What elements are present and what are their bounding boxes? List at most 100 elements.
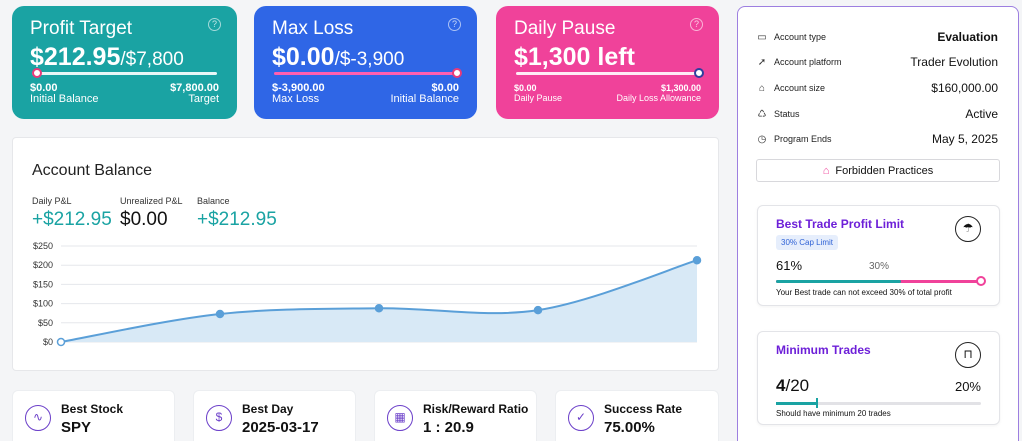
- y-tick-label: $50: [38, 318, 53, 328]
- pause-left-value: $0.00: [514, 83, 537, 93]
- profit-target-title: Profit Target: [30, 18, 133, 39]
- bank-icon: ⌂: [822, 164, 830, 177]
- unrealized-pnl-label: Unrealized P&L: [120, 196, 183, 206]
- calculator-icon: ▦: [387, 405, 413, 431]
- profit-left-value: $0.00: [30, 82, 58, 94]
- max-loss-amount: $0.00/$-3,900: [272, 43, 405, 71]
- max-loss-title: Max Loss: [272, 18, 354, 39]
- y-tick-label: $250: [33, 241, 53, 251]
- recycle-icon: ♺: [757, 108, 767, 120]
- best-trade-title: Best Trade Profit Limit: [776, 217, 905, 231]
- program-ends-value: May 5, 2025: [931, 132, 998, 146]
- min-trades-title: Minimum Trades: [776, 343, 871, 357]
- y-tick-label: $200: [33, 260, 53, 270]
- min-trades-count: 4/20: [776, 376, 810, 395]
- profit-target-card: Profit Target ? $212.95/$7,800 $0.00 Init…: [12, 6, 237, 119]
- min-trades-card: Minimum Trades ⊓ 4/20 20% Should have mi…: [757, 331, 1000, 425]
- success-rate-label: Success Rate: [604, 402, 683, 416]
- min-trades-track: [776, 398, 981, 408]
- loss-right-label: Initial Balance: [390, 93, 460, 105]
- loss-left-value: $-3,900.00: [272, 82, 325, 94]
- unrealized-pnl-value: $0.00: [120, 209, 168, 230]
- forbidden-practices-label: Forbidden Practices: [835, 164, 934, 177]
- account-platform-row: ➚ Account platform Trader Evolution: [756, 52, 998, 72]
- account-balance-heading: Account Balance: [32, 162, 153, 179]
- help-icon[interactable]: ?: [690, 18, 703, 31]
- balance-chart: $0 $50 $100 $150 $200 $250: [33, 241, 702, 347]
- y-tick-label: $150: [33, 279, 53, 289]
- best-trade-cap: 30%: [869, 261, 890, 272]
- profit-target-amount: $212.95/$7,800: [30, 43, 184, 71]
- account-type-value: Evaluation: [937, 30, 998, 44]
- loss-left-label: Max Loss: [272, 93, 320, 105]
- balance-label: Balance: [197, 196, 230, 206]
- data-point[interactable]: [692, 255, 702, 265]
- best-day-stat: $ Best Day 2025-03-17: [193, 390, 356, 441]
- cap-limit-badge: 30% Cap Limit: [776, 235, 839, 250]
- risk-reward-stat: ▦ Risk/Reward Ratio 1 : 20.9: [374, 390, 537, 441]
- account-type-key: Account type: [774, 32, 827, 42]
- daily-pause-values: $0.00 Daily Pause $1,300.00 Daily Loss All…: [514, 83, 701, 103]
- loss-progress-knob: [452, 68, 462, 78]
- program-ends-key: Program Ends: [774, 134, 832, 144]
- profit-right-label: Target: [188, 93, 219, 105]
- data-point[interactable]: [533, 305, 543, 315]
- min-trades-note: Should have minimum 20 trades: [776, 409, 891, 418]
- daily-pause-card: Daily Pause ? $1,300 left $0.00 Daily Pau…: [496, 6, 719, 119]
- daily-pause-amount: $1,300 left: [514, 43, 635, 71]
- profit-left-label: Initial Balance: [30, 93, 99, 105]
- profit-target-values: $0.00 Initial Balance $7,800.00 Target: [30, 83, 219, 105]
- profit-progress-track: [32, 68, 217, 78]
- door-icon: ⊓: [955, 342, 981, 368]
- max-loss-values: $-3,900.00 Max Loss $0.00 Initial Balance: [272, 83, 459, 105]
- best-trade-card: Best Trade Profit Limit ☂ 30% Cap Limit …: [757, 205, 1000, 306]
- account-balance-panel: Account Balance Daily P&L +$212.95 Unrea…: [12, 137, 719, 371]
- account-platform-value: Trader Evolution: [910, 55, 998, 69]
- y-tick-label: $0: [43, 337, 53, 347]
- id-card-icon: ▭: [757, 31, 767, 43]
- forbidden-practices-button[interactable]: ⌂ Forbidden Practices: [756, 159, 1000, 182]
- bank-icon: ⌂: [758, 82, 766, 94]
- help-icon[interactable]: ?: [448, 18, 461, 31]
- best-trade-fill: [776, 280, 902, 283]
- success-rate-value: 75.00%: [604, 419, 655, 436]
- best-stock-value: SPY: [61, 419, 92, 436]
- account-type-row: ▭ Account type Evaluation: [756, 27, 998, 47]
- balance-area: [61, 260, 697, 342]
- status-key: Status: [774, 109, 800, 119]
- balance-metric: Balance +$212.95: [197, 196, 277, 231]
- pause-progress-knob: [694, 68, 704, 78]
- account-size-value: $160,000.00: [931, 81, 998, 95]
- best-trade-note: Your Best trade can not exceed 30% of to…: [776, 288, 952, 297]
- pause-right-value: $1,300.00: [660, 83, 701, 93]
- daily-pnl-metric: Daily P&L +$212.95: [32, 196, 112, 231]
- min-trades-percent: 20%: [954, 379, 981, 394]
- daily-pnl-label: Daily P&L: [32, 196, 72, 206]
- account-info-panel: ▭ Account type Evaluation ➚ Account plat…: [737, 6, 1019, 441]
- account-size-key: Account size: [774, 83, 826, 93]
- umbrella-icon: ☂: [955, 216, 981, 242]
- risk-reward-label: Risk/Reward Ratio: [423, 402, 529, 416]
- best-stock-stat: ∿ Best Stock SPY: [12, 390, 175, 441]
- best-day-value: 2025-03-17: [242, 419, 319, 436]
- loss-progress-track: [274, 68, 462, 78]
- data-point[interactable]: [56, 337, 66, 347]
- success-rate-stat: ✓ Success Rate 75.00%: [555, 390, 719, 441]
- data-point[interactable]: [215, 309, 225, 319]
- risk-reward-value: 1 : 20.9: [423, 419, 474, 436]
- min-trades-fill: [776, 402, 817, 405]
- balance-value: +$212.95: [197, 209, 277, 230]
- program-ends-row: ◷ Program Ends May 5, 2025: [756, 129, 998, 149]
- status-row: ♺ Status Active: [756, 104, 998, 124]
- account-size-row: ⌂ Account size $160,000.00: [756, 78, 998, 98]
- pause-progress-track: [516, 68, 704, 78]
- profit-right-value: $7,800.00: [170, 82, 219, 94]
- rocket-icon: ➚: [757, 56, 767, 68]
- unrealized-pnl-metric: Unrealized P&L $0.00: [120, 196, 183, 231]
- status-value: Active: [965, 107, 998, 121]
- pause-right-label: Daily Loss Allowance: [616, 93, 701, 103]
- check-icon: ✓: [568, 405, 594, 431]
- help-icon[interactable]: ?: [208, 18, 221, 31]
- data-point[interactable]: [374, 303, 384, 313]
